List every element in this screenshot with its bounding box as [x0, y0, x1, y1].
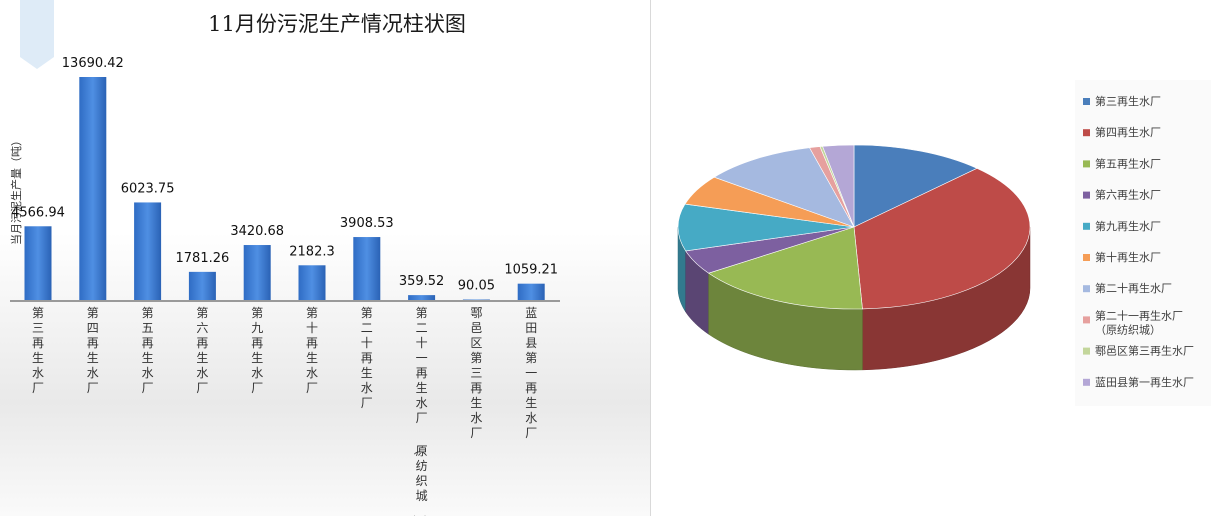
bar: [134, 202, 162, 301]
pie-slice: [713, 147, 855, 228]
bar-value-label: 6023.75: [121, 181, 175, 196]
category-label: 第四再生水厂: [87, 306, 99, 395]
category-label: 第三再生水厂: [32, 306, 44, 395]
y-axis-label: 当月污泥生产量（吨）: [9, 135, 23, 245]
category-label: 第十再生水厂: [306, 306, 318, 395]
legend-swatch: [1083, 316, 1090, 324]
legend-swatch: [1083, 347, 1090, 355]
bar: [188, 271, 216, 301]
category-label: 蓝田县第一再生水厂: [525, 306, 537, 440]
category-label: 第六再生水厂: [196, 306, 208, 395]
legend-label: 第三再生水厂: [1095, 94, 1161, 108]
category-label: 第二十再生水厂: [361, 306, 373, 410]
bar-chart-title: 11月份污泥生产情况柱状图: [208, 12, 466, 36]
bar: [79, 77, 107, 301]
bar-chart-panel: 11月份污泥生产情况柱状图 当月污泥生产量（吨） 4566.94 13690.42…: [0, 0, 650, 520]
bar-value-label: 359.52: [399, 274, 445, 289]
bar: [24, 226, 52, 301]
category-label: 鄠邑区第三再生水厂: [470, 306, 482, 440]
bar: [517, 283, 545, 301]
bar-chart: 11月份污泥生产情况柱状图 当月污泥生产量（吨） 4566.94 13690.42…: [0, 0, 650, 520]
category-label: 第九再生水厂: [251, 306, 263, 395]
bar-value-label: 1059.21: [504, 263, 558, 278]
legend-swatch: [1083, 254, 1090, 261]
pie-legend: 第三再生水厂第四再生水厂第五再生水厂第六再生水厂第九再生水厂第十再生水厂第二十再…: [1083, 94, 1194, 389]
pie-slice: [853, 168, 1031, 310]
legend-box: [1075, 80, 1211, 406]
bar: [353, 237, 381, 301]
bar: [298, 265, 326, 301]
pie-chart: 第三再生水厂第四再生水厂第五再生水厂第六再生水厂第九再生水厂第十再生水厂第二十再…: [677, 80, 1211, 406]
bar: [408, 295, 436, 301]
legend-label: 蓝田县第一再生水厂: [1095, 375, 1194, 389]
legend-label: 第九再生水厂: [1095, 219, 1161, 233]
legend-label: 鄠邑区第三再生水厂: [1095, 344, 1194, 358]
legend-swatch: [1083, 191, 1090, 199]
category-label: 第二十一再生水厂（原纺织城）: [413, 306, 428, 516]
legend-label: 第五再生水厂: [1095, 156, 1161, 170]
bar-value-label: 13690.42: [62, 56, 124, 71]
legend-label: 第六再生水厂: [1095, 188, 1161, 202]
pie-chart-panel: 第三再生水厂 第四再生水厂 第五再生水厂 第六再生水厂 第九再生水厂 第十再生水厂 第二十再…: [650, 0, 1225, 516]
bar-value-label: 3420.68: [230, 224, 284, 239]
corner-ribbon: [20, 0, 54, 69]
legend-swatch: [1083, 378, 1090, 386]
legend-label: 第二十一再生水厂（原纺织城）: [1095, 308, 1183, 336]
pie-slice: [853, 144, 978, 228]
legend-swatch: [1083, 160, 1090, 168]
bar-chart-background: [0, 0, 650, 516]
bar-value-label: 4566.94: [11, 205, 65, 220]
legend-label: 第二十再生水厂: [1095, 281, 1172, 295]
legend-swatch: [1083, 98, 1090, 105]
category-label: 第五再生水厂: [142, 306, 154, 395]
bar-value-label: 3908.53: [340, 216, 394, 231]
bar-value-label: 1781.26: [176, 251, 230, 266]
bar-marks: [24, 77, 545, 301]
legend-label: 第四再生水厂: [1095, 125, 1161, 139]
legend-swatch: [1083, 222, 1090, 230]
bar: [243, 245, 271, 301]
pie-body: [677, 144, 1031, 371]
category-labels: 第三再生水厂 第四再生水厂 第五再生水厂 第六再生水厂 第九再生水厂 第十再生水厂 第二十再…: [32, 306, 537, 520]
legend-label: 第十再生水厂: [1095, 250, 1161, 264]
legend-swatch: [1083, 285, 1090, 293]
legend-swatch: [1083, 129, 1090, 137]
pie-slice: [677, 203, 855, 252]
bar-value-label: 90.05: [458, 279, 495, 294]
pie-slice: [707, 226, 863, 310]
pie-slice: [822, 144, 855, 228]
bar-value-label: 2182.3: [289, 244, 335, 259]
